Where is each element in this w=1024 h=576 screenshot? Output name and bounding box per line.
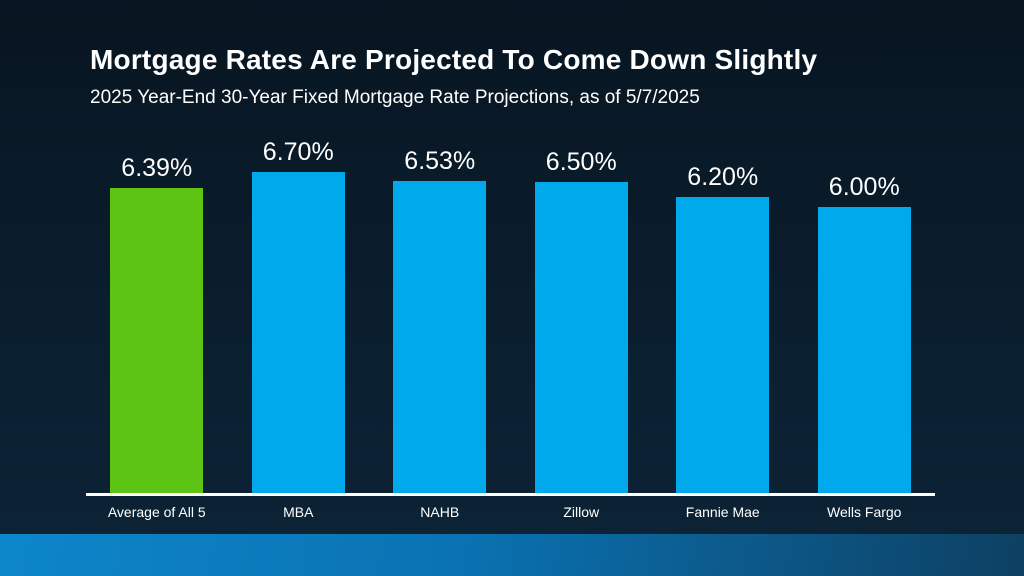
category-label: Fannie Mae [685, 504, 760, 520]
bar [393, 180, 487, 493]
bar-highlighted [110, 187, 204, 493]
x-axis-line [86, 493, 935, 496]
bar [676, 197, 770, 493]
category-label: Average of All 5 [107, 504, 206, 520]
category-labels: Average of All 5 MBA NAHB Zillow Fannie Mae W… [86, 504, 935, 520]
category-label: Wells Fargo [827, 504, 902, 520]
bar [817, 207, 911, 493]
bars: 6.39% 6.70% 6.53% 6.50% 6.20% 6.00% [86, 0, 935, 493]
bar [251, 172, 345, 493]
bar-column: 6.50% [511, 148, 653, 493]
bar-chart: 6.39% 6.70% 6.53% 6.50% 6.20% 6.00% [86, 0, 935, 493]
bar-value-label: 6.20% [687, 163, 759, 191]
category-label: MBA [283, 504, 314, 520]
bar-column: 6.70% [228, 138, 370, 493]
bar-value-label: 6.50% [545, 148, 617, 176]
bar-column: 6.00% [794, 173, 936, 493]
category-label: NAHB [420, 504, 460, 520]
footer-accent-band [0, 534, 1024, 576]
bar-column: 6.53% [369, 146, 511, 493]
category-label: Zillow [563, 504, 600, 520]
bar-value-label: 6.70% [262, 138, 334, 166]
bar-value-label: 6.39% [121, 153, 193, 182]
bar-column: 6.20% [652, 163, 794, 493]
chart-subtitle: 2025 Year-End 30-Year Fixed Mortgage Rat… [90, 87, 700, 108]
bar-column: 6.39% [86, 153, 228, 493]
chart-title: Mortgage Rates Are Projected To Come Dow… [90, 44, 818, 75]
bar-value-label: 6.53% [404, 146, 476, 175]
bar [534, 182, 628, 493]
bar-value-label: 6.00% [828, 173, 900, 201]
